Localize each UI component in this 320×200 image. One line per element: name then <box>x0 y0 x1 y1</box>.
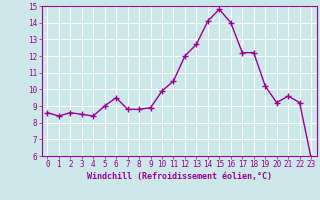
X-axis label: Windchill (Refroidissement éolien,°C): Windchill (Refroidissement éolien,°C) <box>87 172 272 181</box>
